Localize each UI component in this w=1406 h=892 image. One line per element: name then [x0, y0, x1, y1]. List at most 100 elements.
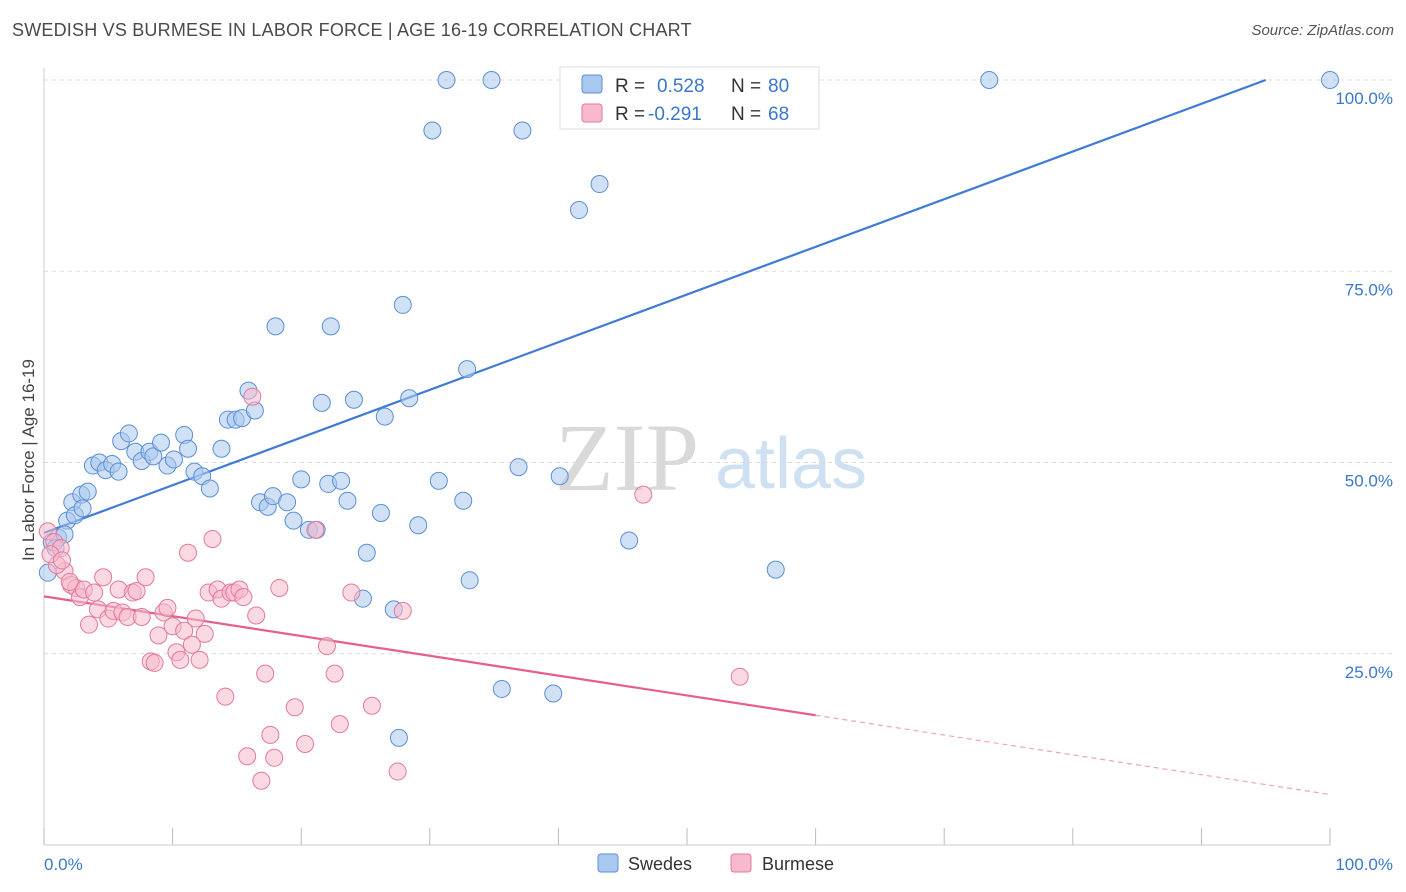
burmese-point [171, 650, 190, 669]
burmese-point [238, 747, 257, 766]
burmese-point [85, 583, 104, 602]
swedes-point [73, 499, 92, 518]
swedes-point [393, 295, 412, 314]
burmese-point [247, 606, 266, 625]
burmese-point [243, 387, 262, 406]
burmese-legend-swatch [581, 103, 603, 123]
burmese-point [195, 624, 214, 643]
swedes-point [569, 201, 588, 220]
burmese-point [182, 635, 201, 654]
swedes-point [437, 71, 456, 89]
swedes-point [321, 317, 340, 336]
swedes-point [620, 531, 639, 550]
burmese-n-label: N = [731, 104, 761, 125]
swedes-point [179, 439, 198, 458]
swedes-legend-swatch [581, 74, 603, 94]
burmese-point [393, 601, 412, 620]
y-axis-title: In Labor Force | Age 16-19 [19, 359, 38, 561]
series-legend: Swedes Burmese [597, 853, 834, 874]
swedes-point [357, 543, 376, 562]
burmese-point [330, 715, 349, 734]
swedes-point [513, 121, 532, 140]
burmese-point [53, 551, 72, 570]
burmese-point [265, 748, 284, 767]
watermark-zip: ZIP [555, 404, 699, 511]
burmese-point [60, 572, 79, 591]
y-tick-label: 75.0% [1345, 280, 1393, 299]
burmese-point [634, 485, 653, 504]
swedes-point [544, 684, 563, 703]
burmese-point [216, 687, 235, 706]
burmese-point [179, 543, 198, 562]
burmese-r-label: R = [615, 104, 645, 125]
swedes-point [78, 482, 97, 501]
watermark-atlas: atlas [715, 424, 867, 504]
swedes-point [980, 71, 999, 89]
burmese-point [145, 653, 164, 672]
burmese-point [186, 609, 205, 628]
burmese-point [270, 578, 289, 597]
stats-legend: R = 0.528 N = 80 R = -0.291 N = 68 [559, 66, 820, 130]
swedes-point [212, 439, 231, 458]
y-tick-label: 100.0% [1335, 89, 1393, 108]
burmese-point [285, 698, 304, 717]
swedes-point [344, 390, 363, 409]
swedes-point [375, 407, 394, 426]
burmese-trend-extension [815, 714, 1331, 796]
swedes-bottom-label: Swedes [628, 854, 692, 874]
trend-lines [43, 78, 1331, 796]
swedes-point [509, 458, 528, 477]
swedes-trend-line [43, 78, 1267, 534]
burmese-point [261, 725, 280, 744]
burmese-point [296, 735, 315, 754]
swedes-point [332, 471, 351, 490]
burmese-point [317, 637, 336, 656]
chart-title: SWEDISH VS BURMESE IN LABOR FORCE | AGE … [12, 20, 692, 40]
source-label: Source: ZipAtlas.com [1251, 22, 1394, 39]
stats-legend-box [559, 66, 820, 130]
swedes-point [766, 560, 785, 579]
swedes-r-value: 0.528 [657, 76, 705, 97]
burmese-point [127, 582, 146, 601]
burmese-point [342, 583, 361, 602]
burmese-point [252, 771, 271, 790]
swedes-point [482, 71, 501, 89]
burmese-bottom-label: Burmese [762, 854, 834, 874]
burmese-point [136, 568, 155, 587]
burmese-point [149, 626, 168, 645]
burmese-point [158, 598, 177, 617]
swedes-point [429, 471, 448, 490]
swedes-point [164, 450, 183, 469]
swedes-point [109, 462, 128, 481]
swedes-point [400, 389, 419, 408]
swedes-bottom-swatch [597, 853, 619, 873]
gridlines [44, 79, 1395, 655]
burmese-point [730, 667, 749, 686]
x-tick-label-min: 0.0% [44, 855, 83, 874]
burmese-point [203, 530, 222, 548]
burmese-point [362, 696, 381, 715]
x-tick-label-max: 100.0% [1335, 855, 1393, 874]
swedes-point [266, 317, 285, 336]
swedes-point [389, 728, 408, 747]
swedes-point [312, 393, 331, 412]
burmese-point [388, 762, 407, 781]
swedes-point [590, 175, 609, 194]
burmese-point [190, 650, 209, 669]
swedes-n-label: N = [731, 76, 761, 97]
swedes-point [284, 511, 303, 530]
swedes-n-value: 80 [768, 76, 789, 97]
axes [43, 68, 1331, 846]
swedes-point [119, 424, 138, 443]
swedes-point [371, 503, 390, 522]
y-tick-label: 25.0% [1345, 663, 1393, 682]
swedes-point [454, 491, 473, 510]
swedes-point [492, 679, 511, 698]
burmese-point [306, 520, 325, 539]
swedes-point [200, 479, 219, 498]
swedes-point [338, 491, 357, 510]
burmese-bottom-swatch [730, 853, 752, 873]
burmese-point [325, 664, 344, 683]
swedes-point [550, 467, 569, 486]
